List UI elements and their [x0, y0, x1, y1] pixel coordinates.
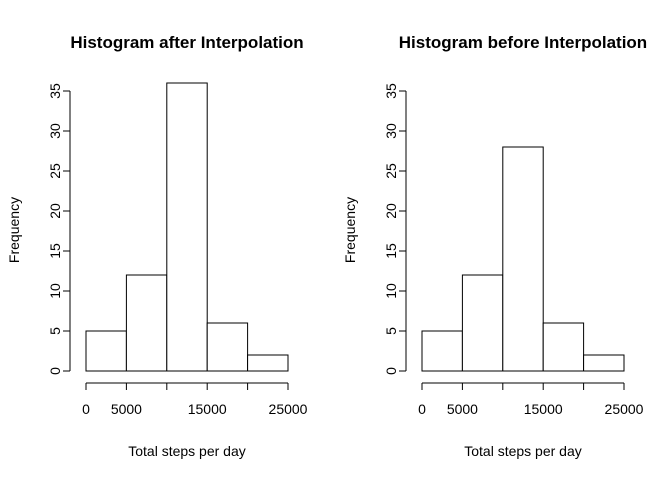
- histogram-after-panel: Histogram after Interpolation Total step…: [6, 33, 308, 459]
- histogram-bar: [166, 82, 208, 372]
- y-tick-label: 5: [383, 327, 399, 335]
- x-tick-label: 5000: [447, 401, 478, 417]
- chart-title: Histogram before Interpolation: [399, 33, 647, 52]
- y-tick-label: 35: [47, 83, 63, 99]
- x-tick-label: 15000: [188, 401, 227, 417]
- histogram-bar: [125, 274, 168, 372]
- chart-title: Histogram after Interpolation: [70, 33, 303, 52]
- x-tick-label: 5000: [111, 401, 142, 417]
- y-axis-label: Frequency: [6, 197, 22, 263]
- histogram-bar: [461, 274, 504, 372]
- histogram-bar: [502, 146, 544, 372]
- y-tick-label: 15: [383, 243, 399, 259]
- histogram-before-panel: Histogram before Interpolation Total ste…: [342, 33, 647, 459]
- y-axis-label: Frequency: [342, 197, 358, 263]
- y-tick-label: 25: [383, 163, 399, 179]
- y-tick-label: 5: [47, 327, 63, 335]
- y-tick-label: 20: [383, 203, 399, 219]
- x-tick-label: 0: [82, 401, 90, 417]
- y-tick-label: 35: [383, 83, 399, 99]
- y-tick-label: 10: [47, 283, 63, 299]
- x-axis-label: Total steps per day: [464, 443, 582, 459]
- histogram-bar: [421, 330, 463, 372]
- x-axis-label: Total steps per day: [128, 443, 246, 459]
- y-tick-label: 15: [47, 243, 63, 259]
- y-tick-label: 10: [383, 283, 399, 299]
- histogram-bar: [542, 322, 585, 372]
- x-tick-label: 0: [418, 401, 426, 417]
- histogram-bar: [85, 330, 127, 372]
- y-tick-label: 0: [47, 367, 63, 375]
- histogram-bar: [247, 354, 289, 372]
- x-tick-label: 25000: [605, 401, 644, 417]
- y-tick-label: 20: [47, 203, 63, 219]
- histogram-bar: [583, 354, 625, 372]
- x-tick-label: 25000: [269, 401, 308, 417]
- y-tick-label: 25: [47, 163, 63, 179]
- histogram-bar: [206, 322, 249, 372]
- x-tick-label: 15000: [524, 401, 563, 417]
- y-tick-label: 0: [383, 367, 399, 375]
- y-tick-label: 30: [383, 123, 399, 139]
- y-tick-label: 30: [47, 123, 63, 139]
